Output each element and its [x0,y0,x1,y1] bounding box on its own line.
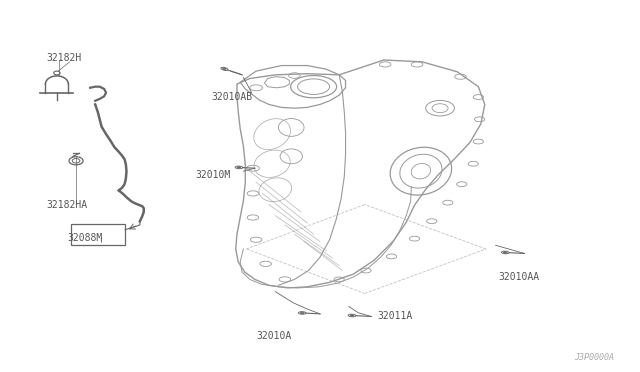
Text: 32182H: 32182H [47,53,82,63]
Text: 32182HA: 32182HA [47,199,88,209]
Text: 32011A: 32011A [378,311,413,321]
Ellipse shape [223,68,226,70]
Text: 32010AB: 32010AB [211,92,253,102]
Ellipse shape [237,167,241,168]
Text: 32088M: 32088M [68,233,103,243]
Ellipse shape [350,315,354,316]
Ellipse shape [348,314,356,317]
Ellipse shape [221,67,228,70]
Ellipse shape [502,251,509,254]
Ellipse shape [300,312,304,314]
Text: J3P0000A: J3P0000A [574,353,614,362]
Text: 32010AA: 32010AA [499,272,540,282]
Ellipse shape [298,312,306,314]
Ellipse shape [235,166,243,169]
Text: 32010M: 32010M [195,170,231,180]
Ellipse shape [503,252,507,253]
Text: 32010A: 32010A [256,331,291,341]
